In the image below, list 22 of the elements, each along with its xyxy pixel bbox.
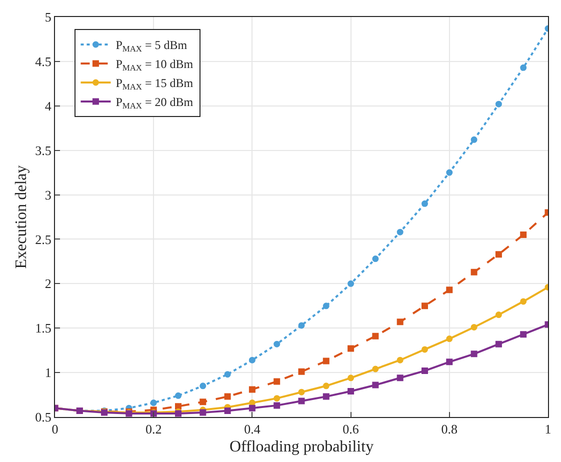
legend-label: P$_{MAX}$ = 5 dBm [116,38,188,54]
x-tick-label: 0.6 [342,422,360,437]
legend-label: P$_{MAX}$ = 20 dBm [116,95,194,111]
y-tick-label: 0.5 [35,410,52,425]
y-tick-label: 3 [44,187,52,202]
y-tick-label: 1 [44,365,52,380]
y-tick-label: 4.5 [35,54,52,69]
legend-label: P$_{MAX}$ = 10 dBm [116,57,194,73]
y-tick-label: 5 [44,10,52,25]
x-tick-label: 0 [52,422,58,437]
x-axis-title: Offloading probability [229,438,374,456]
x-tick-label: 0.8 [441,422,458,437]
y-tick-label: 4 [44,98,52,114]
y-tick-label: 2.5 [35,232,52,247]
x-tick-label: 0.2 [145,422,162,437]
x-tick-label: 1 [544,422,552,437]
y-tick-label: 1.5 [35,320,52,336]
y-axis-title: Execution delay [13,165,30,269]
y-tick-label: 2 [44,276,52,292]
x-tick-label: 0.4 [244,422,261,437]
y-tick-label: 3.5 [35,142,52,158]
legend-label: P$_{MAX}$ = 15 dBm [116,76,194,92]
